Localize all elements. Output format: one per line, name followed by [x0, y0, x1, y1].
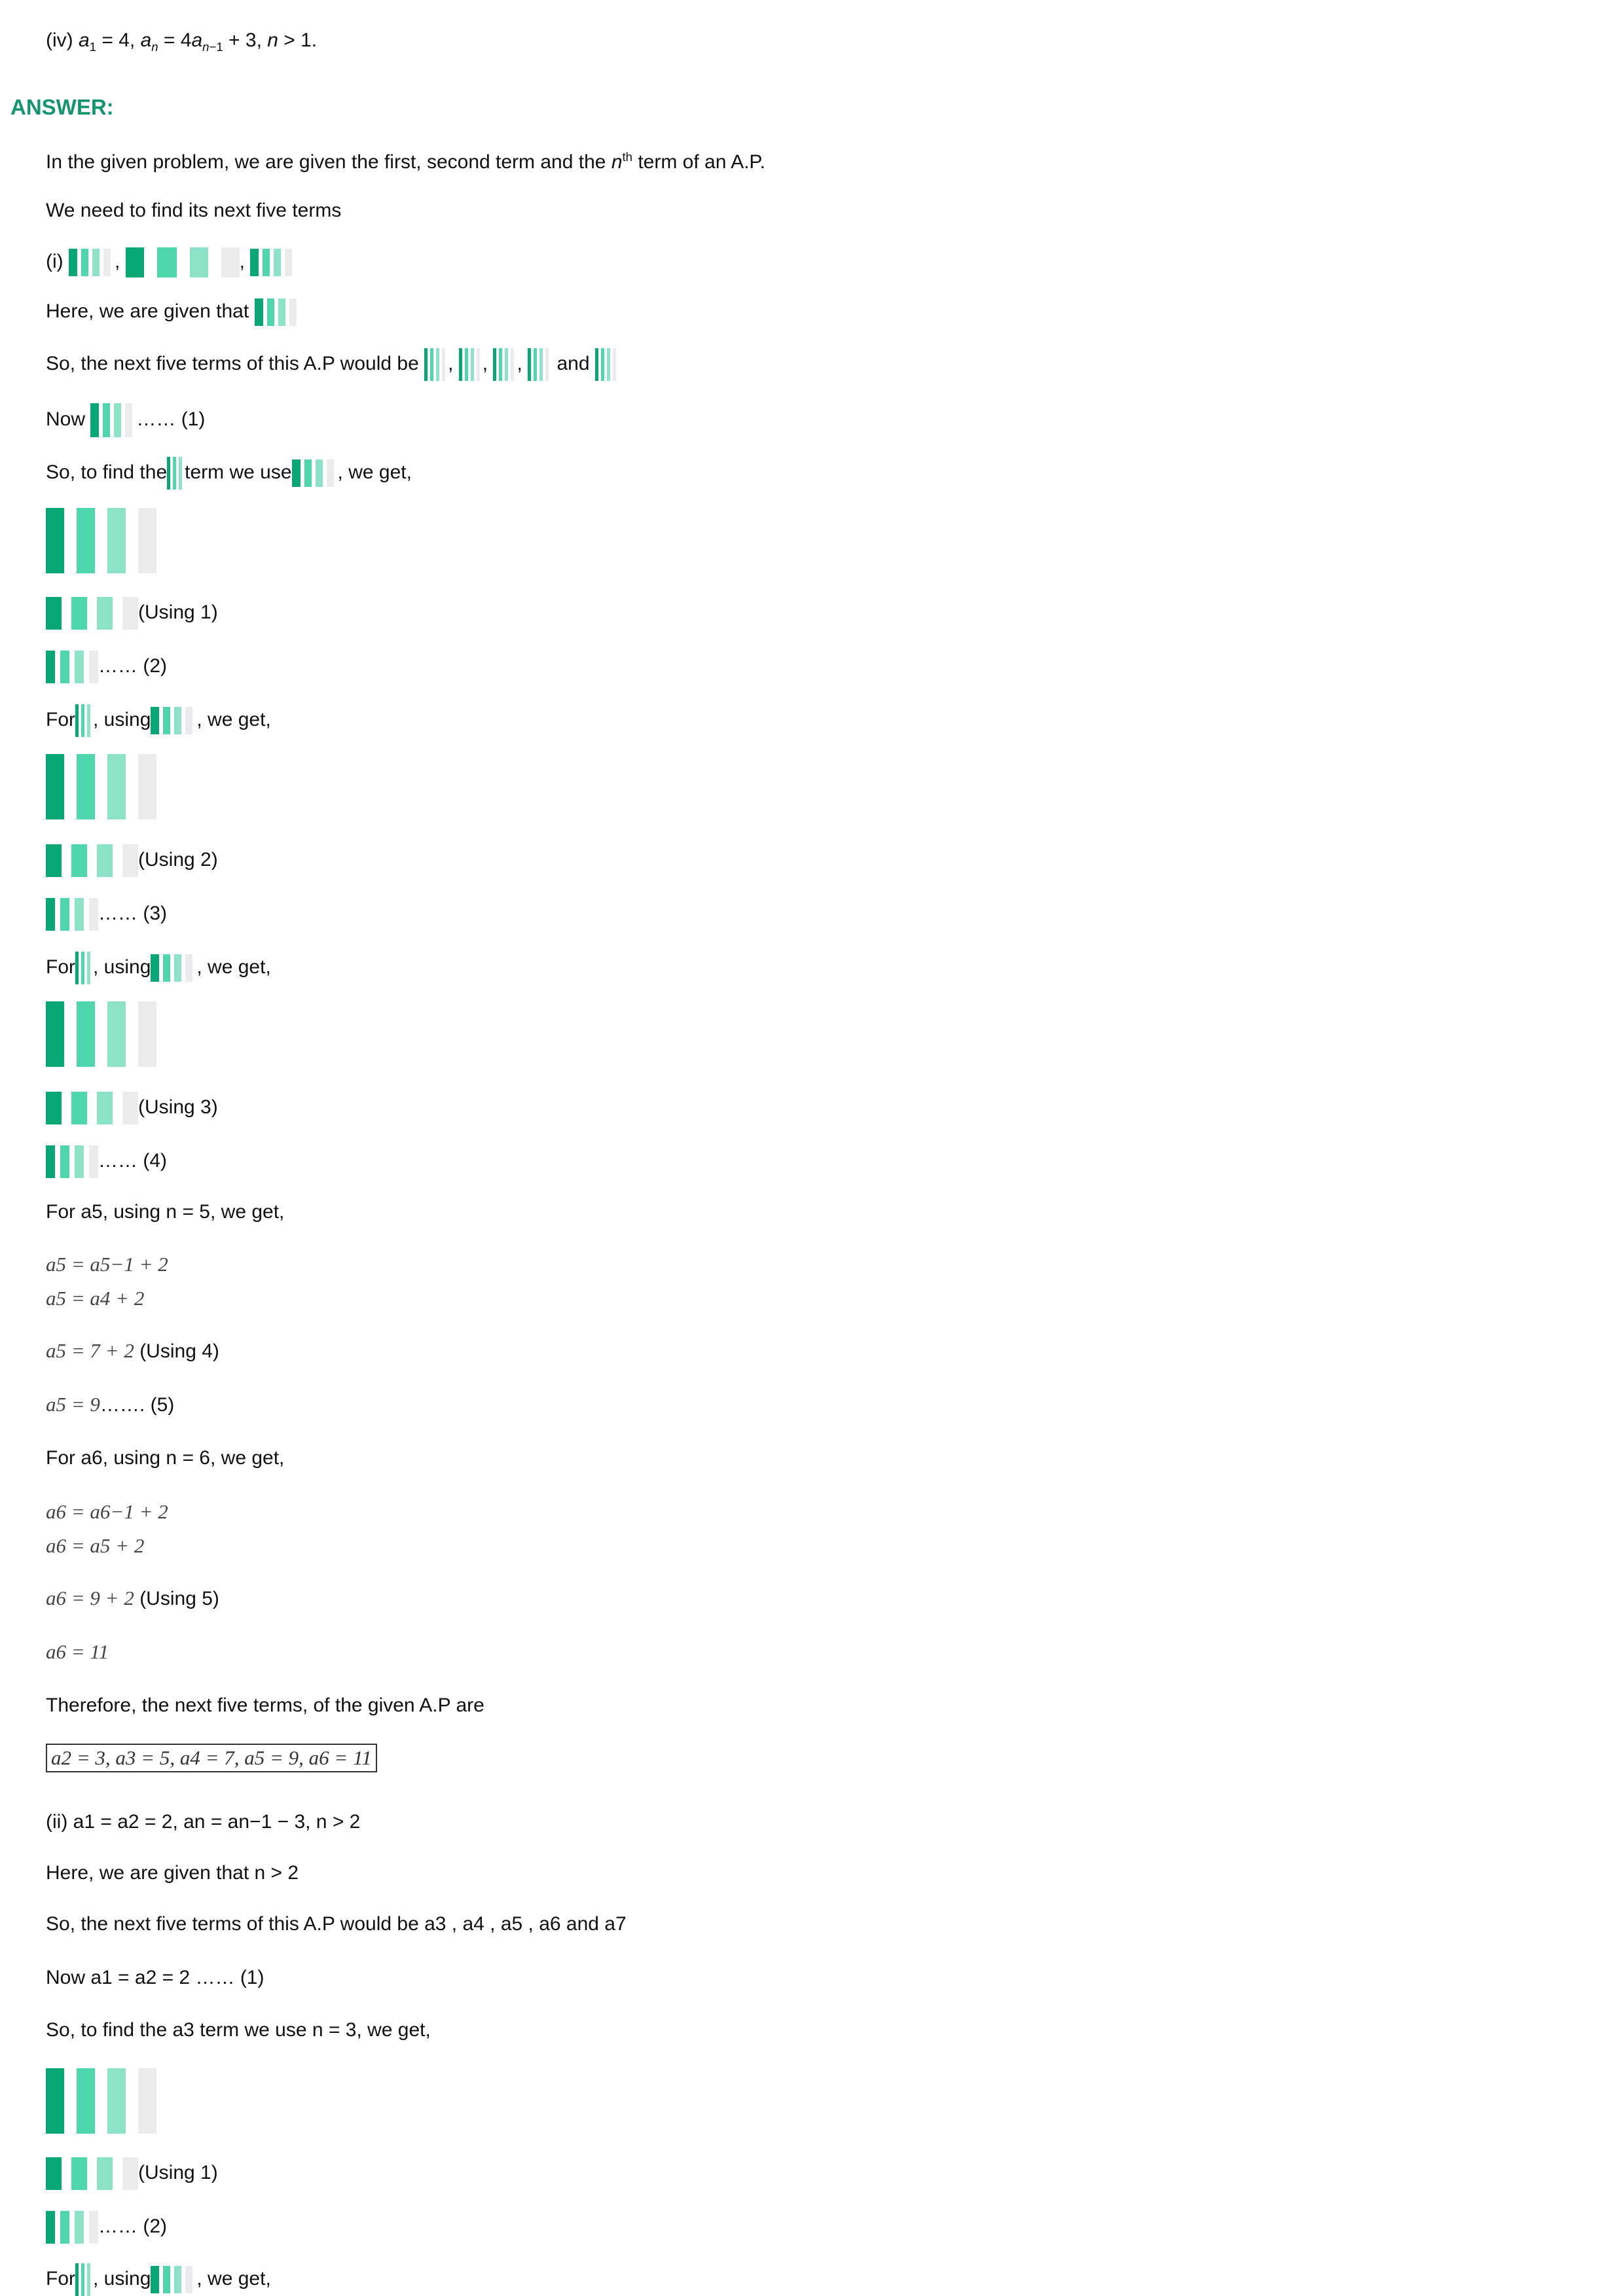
step-line: …… (3) [46, 898, 167, 931]
part-i-line: (i) , , [46, 247, 296, 278]
part-ii-line: (ii) a1 = a2 = 2, an = an−1 − 3, n > 2 [46, 1811, 361, 1833]
formula-placeholder [151, 707, 196, 735]
therefore-line: Therefore, the next five terms, of the g… [46, 1695, 484, 1716]
formula-placeholder [46, 898, 98, 931]
ii-now-line: Now a1 = a2 = 2 …… (1) [46, 1967, 264, 1988]
a5-eq-4-line: a5 = 9……. (5) [46, 1393, 175, 1416]
ii-for-line: For, using, we get, [46, 2263, 271, 2296]
a6-for-line: For a6, using n = 6, we get, [46, 1447, 285, 1469]
intro-line-1: In the given problem, we are given the f… [46, 150, 765, 173]
a6-eq-4: a6 = 11 [46, 1640, 109, 1663]
part-i-label: (i) [46, 250, 64, 272]
boxed-answer-line: a2 = 3, a3 = 5, a4 = 7, a5 = 9, a6 = 11 [46, 1744, 377, 1775]
equation-block-placeholder [46, 1001, 169, 1067]
step-line: (Using 1) [46, 2157, 218, 2190]
formula-placeholder [46, 1145, 98, 1178]
ii-next-five-line: So, the next five terms of this A.P woul… [46, 1913, 627, 1935]
formula-placeholder [46, 597, 138, 630]
given-line: Here, we are given that [46, 298, 301, 327]
step-line: (Using 1) [46, 597, 218, 630]
formula-placeholder [167, 457, 185, 490]
formula-placeholder [90, 403, 136, 437]
for-line: For, using, we get, [46, 952, 271, 984]
step-line: …… (2) [46, 2211, 167, 2244]
formula-placeholder [46, 2157, 138, 2190]
step-line: (Using 2) [46, 844, 218, 877]
intro-line-2: We need to find its next five terms [46, 200, 342, 221]
formula-placeholder [46, 1092, 138, 1124]
a5-eq-1: a5 = a5−1 + 2 [46, 1253, 168, 1276]
step-line: (Using 3) [46, 1092, 218, 1124]
formula-placeholder [151, 2266, 196, 2294]
equation-block-placeholder [46, 508, 169, 573]
a5-for-line: For a5, using n = 5, we get, [46, 1201, 285, 1223]
next-five-line: So, the next five terms of this A.P woul… [46, 348, 619, 381]
formula-placeholder [75, 952, 93, 984]
formula-placeholder [594, 348, 619, 381]
for-line: For, using, we get, [46, 704, 271, 737]
formula-placeholder [254, 298, 301, 327]
formula-placeholder [46, 2211, 98, 2244]
boxed-answer: a2 = 3, a3 = 5, a4 = 7, a5 = 9, a6 = 11 [46, 1744, 377, 1772]
now-line: Now …… (1) [46, 403, 205, 437]
formula-placeholder [69, 249, 115, 277]
equation-block-placeholder [46, 2068, 169, 2134]
formula-placeholder [75, 704, 93, 737]
ii-to-find-line: So, to find the a3 term we use n = 3, we… [46, 2019, 431, 2041]
formula-placeholder [250, 249, 296, 277]
equation-block-placeholder [46, 754, 169, 819]
step-line: …… (4) [46, 1145, 167, 1178]
formula-placeholder [151, 954, 196, 982]
formula-placeholder [528, 348, 551, 381]
formula-placeholder [75, 2263, 93, 2296]
a6-eq-3-line: a6 = 9 + 2 (Using 5) [46, 1587, 219, 1609]
question-iv: (iv) a1 = 4, an = 4an−1 + 3, n > 1. [46, 29, 318, 54]
to-find-line: So, to find the term we use, we get, [46, 457, 412, 490]
a6-eq-2: a6 = a5 + 2 [46, 1534, 145, 1557]
a5-eq-3-line: a5 = 7 + 2 (Using 4) [46, 1339, 219, 1362]
formula-placeholder [291, 459, 338, 488]
formula-placeholder [125, 247, 240, 278]
formula-placeholder [46, 844, 138, 877]
formula-placeholder [458, 348, 483, 381]
ii-given-line: Here, we are given that n > 2 [46, 1862, 299, 1884]
a6-eq-1: a6 = a6−1 + 2 [46, 1500, 168, 1523]
formula-placeholder [424, 348, 448, 381]
step-line: …… (2) [46, 651, 167, 683]
formula-placeholder [46, 651, 98, 683]
a5-eq-2: a5 = a4 + 2 [46, 1287, 145, 1310]
answer-heading: ANSWER: [10, 95, 114, 119]
formula-placeholder [493, 348, 517, 381]
